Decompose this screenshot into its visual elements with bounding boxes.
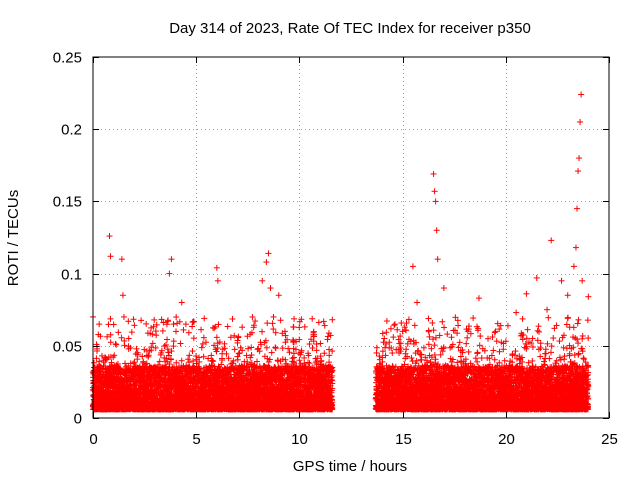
data-point	[571, 263, 577, 269]
y-axis-label: ROTI / TECUs	[5, 190, 22, 286]
data-point	[107, 233, 113, 239]
data-point	[410, 263, 416, 269]
data-point	[179, 299, 185, 305]
data-point	[573, 245, 579, 251]
y-tick-label: 0.15	[53, 194, 82, 211]
data-point	[565, 292, 571, 298]
data-point	[414, 299, 420, 305]
data-point	[513, 310, 519, 316]
data-point	[523, 291, 529, 297]
x-axis-label: GPS time / hours	[293, 458, 407, 475]
x-tick-label: 25	[601, 431, 618, 448]
data-point	[268, 285, 274, 291]
data-point	[559, 278, 565, 284]
x-tick-label: 0	[89, 431, 97, 448]
data-point	[183, 321, 189, 327]
data-point	[168, 256, 174, 262]
data-point	[585, 294, 591, 300]
data-point	[215, 278, 221, 284]
data-point	[263, 259, 269, 265]
y-tick-label: 0	[74, 411, 82, 428]
data-point	[435, 256, 441, 262]
data-point	[576, 155, 582, 161]
data-point	[431, 171, 437, 177]
y-tick-label: 0.05	[53, 339, 82, 356]
data-point	[108, 253, 114, 259]
y-tick-label: 0.2	[61, 122, 82, 139]
data-points	[90, 92, 591, 413]
data-point	[434, 227, 440, 233]
y-tick-label: 0.1	[61, 267, 82, 284]
data-point	[579, 278, 585, 284]
data-point	[389, 350, 395, 356]
data-point	[577, 119, 583, 125]
data-point	[534, 275, 540, 281]
data-point	[544, 307, 550, 313]
data-point	[259, 278, 265, 284]
data-point	[119, 256, 125, 262]
x-tick-label: 20	[498, 431, 515, 448]
data-point	[432, 188, 438, 194]
data-point	[578, 92, 584, 98]
data-point	[166, 271, 172, 277]
data-point	[265, 250, 271, 256]
data-point	[276, 292, 282, 298]
data-point	[575, 168, 581, 174]
chart-title: Day 314 of 2023, Rate Of TEC Index for r…	[169, 20, 531, 37]
x-tick-label: 15	[395, 431, 412, 448]
x-tick-label: 5	[192, 431, 200, 448]
data-point	[214, 265, 220, 271]
data-point	[548, 237, 554, 243]
y-tick-label: 0.25	[53, 50, 82, 67]
data-point	[170, 321, 176, 327]
data-point	[441, 285, 447, 291]
x-tick-label: 10	[291, 431, 308, 448]
data-point	[574, 206, 580, 212]
data-point	[433, 198, 439, 204]
data-point	[120, 292, 126, 298]
data-point	[476, 295, 482, 301]
data-point	[121, 314, 127, 320]
data-point	[96, 321, 102, 327]
